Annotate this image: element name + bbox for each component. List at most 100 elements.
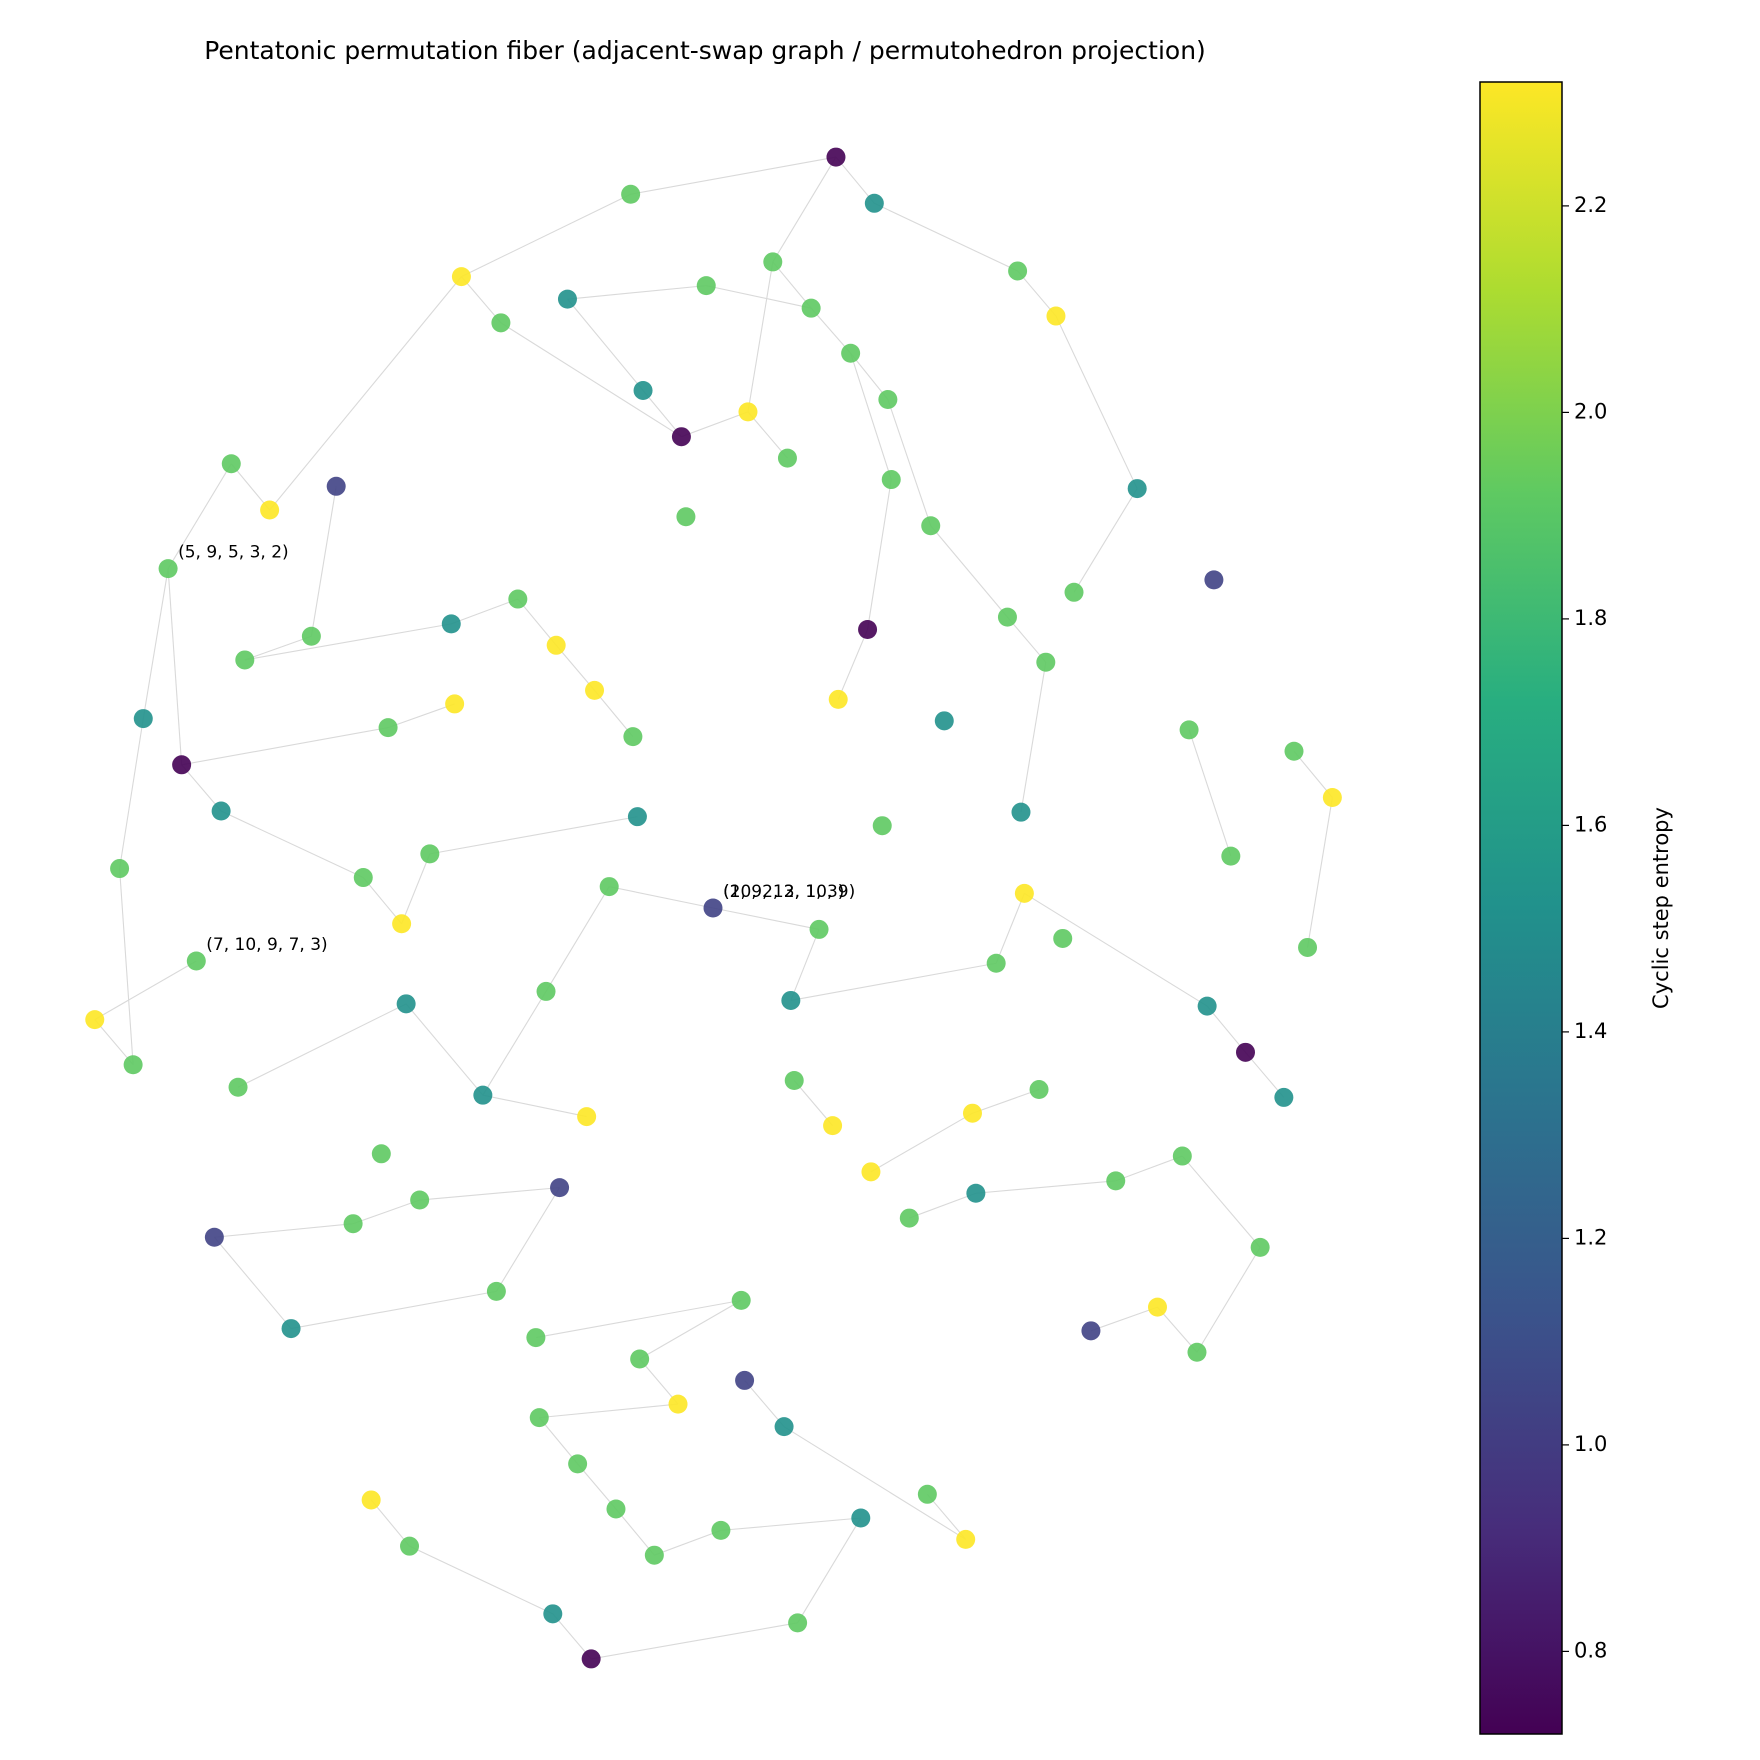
edge — [706, 285, 812, 309]
edge — [810, 307, 852, 354]
node — [703, 898, 723, 918]
node — [343, 1214, 363, 1234]
edge — [874, 202, 1018, 272]
node — [858, 620, 878, 640]
node — [1046, 306, 1066, 326]
node — [1298, 937, 1318, 957]
node — [1036, 652, 1056, 672]
node — [228, 1077, 248, 1097]
edge — [926, 1493, 967, 1540]
node — [1322, 788, 1342, 808]
node — [110, 859, 130, 879]
node — [1064, 582, 1084, 602]
node-annotation: (10, 2, 3, 10, 9) — [723, 882, 855, 902]
edge — [310, 486, 337, 637]
node — [881, 470, 901, 490]
edge — [461, 193, 631, 278]
chart-title: Pentatonic permutation fiber (adjacent-s… — [204, 36, 1206, 65]
edge — [867, 479, 892, 630]
node — [491, 313, 511, 333]
node — [1179, 720, 1199, 740]
edge — [567, 298, 644, 391]
edge — [1017, 270, 1057, 317]
node — [1284, 741, 1304, 761]
colorbar: 0.8 1.0 1.2 1.4 1.6 1.8 2.0 2.2 — [1479, 81, 1607, 1735]
node — [1029, 1080, 1049, 1100]
node — [826, 147, 846, 167]
edge — [995, 893, 1025, 964]
edge — [1055, 315, 1138, 489]
node — [676, 507, 696, 527]
node — [623, 727, 643, 747]
node — [627, 807, 647, 827]
colorbar-tick-label: 1.4 — [1574, 1019, 1607, 1043]
colorbar-tick-label: 1.8 — [1574, 606, 1607, 630]
edge — [642, 390, 682, 438]
edge — [213, 1236, 292, 1329]
node — [371, 1144, 391, 1164]
edge — [214, 1223, 354, 1238]
node — [899, 1208, 919, 1228]
edge — [429, 816, 638, 855]
node — [260, 500, 280, 520]
edge — [482, 1094, 587, 1118]
node — [326, 476, 346, 496]
node-annotation: (7, 10, 9, 7, 3) — [206, 935, 327, 955]
edge — [517, 598, 557, 646]
node — [711, 1520, 731, 1540]
edge — [850, 353, 892, 480]
node — [633, 380, 653, 400]
colorbar-tick-label: 0.8 — [1574, 1638, 1607, 1662]
edge — [720, 1517, 861, 1531]
node — [735, 1370, 755, 1390]
edge — [1206, 1005, 1246, 1053]
edge — [909, 1192, 977, 1219]
edge — [639, 1299, 742, 1360]
node — [917, 1484, 937, 1504]
edge — [1188, 729, 1232, 857]
node — [934, 711, 954, 731]
node — [1147, 1297, 1167, 1317]
node — [410, 1190, 430, 1210]
edge — [119, 868, 134, 1065]
node — [451, 267, 471, 287]
node — [997, 607, 1017, 627]
edge — [482, 991, 547, 1096]
node — [731, 1290, 751, 1310]
node — [738, 402, 758, 422]
node — [400, 1536, 420, 1556]
colorbar-tick-label: 1.2 — [1574, 1225, 1607, 1249]
edges — [94, 156, 1333, 1660]
node — [585, 680, 605, 700]
edge — [167, 463, 232, 569]
edge — [1090, 1306, 1158, 1332]
edge — [793, 1080, 834, 1126]
edge — [419, 1187, 560, 1201]
edge — [94, 960, 197, 1021]
edge — [237, 1003, 407, 1088]
colorbar-tick-label: 2.0 — [1574, 399, 1607, 423]
edge — [1307, 797, 1333, 948]
edge — [539, 1403, 679, 1419]
node — [543, 1604, 563, 1624]
edge — [387, 703, 455, 729]
edge — [790, 929, 820, 1001]
nodes: (5, 9, 5, 3, 2) (7, 10, 9, 7, 3) (10, 2, 3… — [85, 147, 1342, 1669]
node — [1014, 883, 1034, 903]
edge — [772, 261, 812, 309]
edge — [535, 1299, 742, 1339]
edge — [1157, 1306, 1198, 1353]
edge — [94, 1019, 134, 1066]
edge — [538, 1417, 579, 1465]
edge — [850, 352, 889, 400]
edge — [230, 463, 271, 511]
node — [353, 868, 373, 888]
colorbar-label: Cyclic step entropy — [1649, 807, 1673, 1009]
edge — [783, 1426, 966, 1540]
edge — [181, 727, 389, 766]
node — [1204, 570, 1224, 590]
edge — [594, 690, 634, 737]
colorbar-gradient — [1479, 81, 1563, 1735]
node — [784, 1071, 804, 1091]
